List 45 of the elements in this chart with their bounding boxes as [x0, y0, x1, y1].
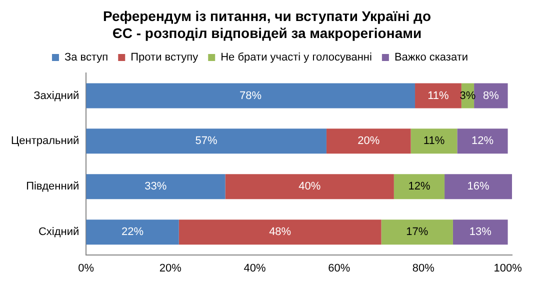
- data-label: 78%: [240, 90, 262, 102]
- bar: [381, 220, 453, 245]
- x-tick-label: 40%: [244, 262, 266, 274]
- bar: [474, 83, 508, 108]
- y-tick-label: Східний: [38, 226, 80, 238]
- data-label: 48%: [269, 226, 292, 238]
- bar: [86, 83, 416, 108]
- data-label: 12%: [408, 180, 430, 193]
- data-label: 40%: [298, 180, 321, 193]
- bar: [86, 128, 326, 154]
- data-label: 16%: [467, 180, 490, 193]
- data-label: 13%: [469, 226, 492, 238]
- bar: [178, 220, 382, 245]
- data-label: 11%: [423, 135, 445, 148]
- legend-label: Важко сказати: [394, 52, 468, 64]
- data-label: 33%: [144, 180, 167, 193]
- y-tick-label: Західний: [34, 90, 80, 102]
- bar: [410, 128, 458, 154]
- data-label: 8%: [482, 90, 500, 102]
- chart-title: Референдум із питання, чи вступати Україні до ЄС - розподіл відповідей за макрорегіонами: [102, 7, 432, 42]
- bar: [457, 128, 508, 154]
- bar: [444, 174, 512, 200]
- legend-label: Не брати участі у голосуванні: [220, 52, 372, 64]
- data-label: 11%: [428, 90, 450, 102]
- x-tick-label: 60%: [328, 262, 350, 274]
- legend-label: Проти вступу: [130, 52, 199, 64]
- data-label: 22%: [121, 226, 144, 238]
- bar: [86, 174, 226, 200]
- legend-label: За вступ: [64, 52, 108, 64]
- data-label: 57%: [195, 135, 218, 148]
- y-tick-label: Центральний: [10, 135, 80, 148]
- x-tick-label: 20%: [159, 262, 182, 274]
- bar: [326, 128, 411, 154]
- y-tick-label: Південний: [26, 180, 80, 193]
- bar: [225, 174, 394, 200]
- x-tick-label: 80%: [412, 262, 435, 274]
- bar: [452, 220, 508, 245]
- x-tick-label: 100%: [494, 262, 522, 274]
- bar: [394, 174, 445, 200]
- x-tick-label: 0%: [78, 262, 94, 274]
- data-label: 20%: [358, 135, 380, 148]
- bar: [86, 220, 179, 245]
- data-label: 12%: [471, 135, 494, 148]
- data-label: 17%: [406, 226, 428, 238]
- bar: [415, 83, 462, 108]
